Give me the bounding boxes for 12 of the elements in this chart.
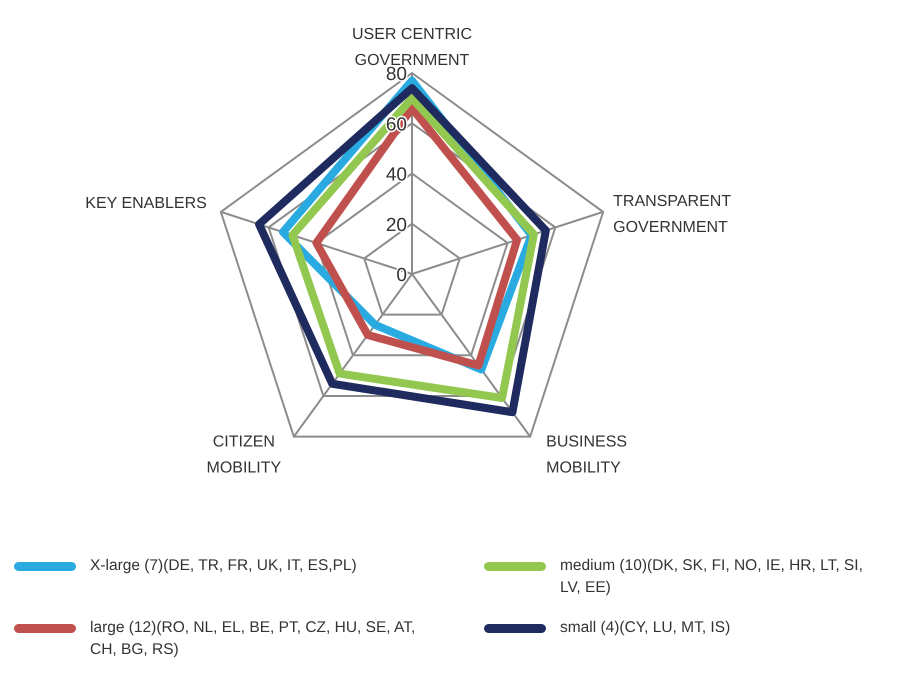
spoke-label: KEY ENABLERS [85, 194, 207, 212]
y-tick-label: 40 [386, 164, 407, 186]
legend-label: small (4)(CY, LU, MT, IS) [560, 618, 730, 638]
y-tick-label: 0 [396, 265, 407, 286]
y-tick-label: 80 [386, 64, 407, 85]
y-tick-label: 20 [386, 214, 407, 236]
spoke-label: BUSINESS MOBILITY [546, 434, 628, 477]
spoke-label: CITIZEN MOBILITY [206, 434, 282, 477]
legend-label: X-large (7)(DE, TR, FR, UK, IT, ES,PL) [90, 556, 357, 576]
spoke-label: TRANSPARENT GOVERNMENT [613, 192, 732, 236]
legend-label: large (12)(RO, NL, EL, BE, PT, CZ, HU, SE, AT, CH, BG, RS) [90, 618, 416, 660]
legend-label: medium (10)(DK, SK, FI, NO, IE, HR, LT, SI, LV, EE) [560, 556, 864, 598]
